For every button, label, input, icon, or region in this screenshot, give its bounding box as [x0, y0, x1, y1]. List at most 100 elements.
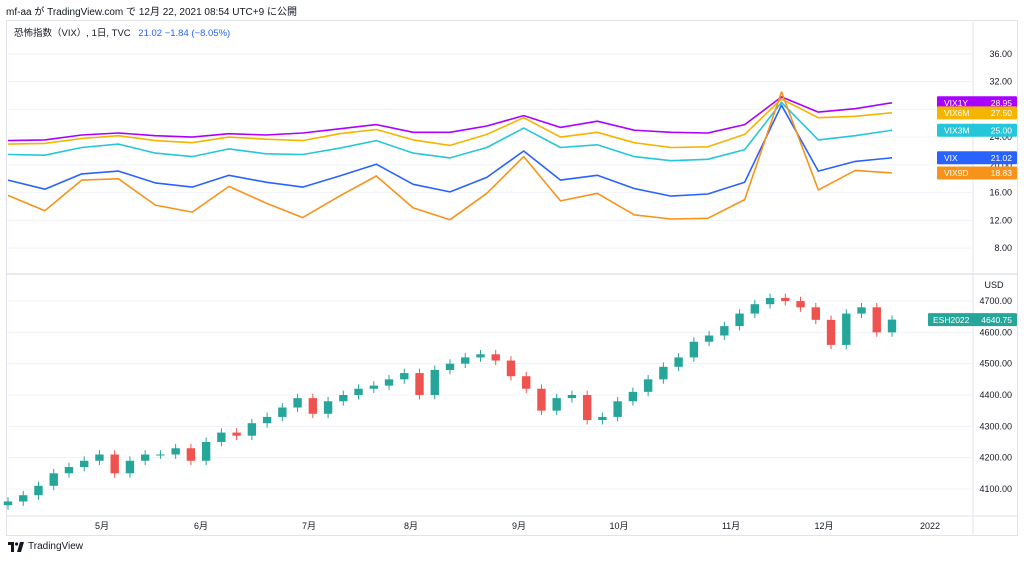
series-badge-vix9d[interactable]: VIX9D 18.83: [937, 166, 1017, 180]
candle[interactable]: [64, 462, 74, 478]
es-pane[interactable]: 4100.00 4200.00 4300.00 4400.00 4500.00 4600.…: [3, 293, 1017, 510]
candle[interactable]: [720, 321, 729, 340]
candle[interactable]: [522, 371, 531, 394]
candle[interactable]: [887, 315, 897, 337]
vix-pane[interactable]: 8.0012.0016.0020.0024.0028.0032.0036.00V…: [7, 49, 1017, 253]
series-line-vix3m[interactable]: [7, 101, 893, 162]
series-badge-bg: [937, 166, 1017, 180]
candle-body: [308, 398, 318, 414]
series-badge-vix3m[interactable]: VIX3M 25.00: [937, 123, 1017, 137]
candle[interactable]: [659, 362, 668, 384]
candle-body: [506, 360, 516, 377]
candle-body: [49, 473, 58, 486]
candle[interactable]: [735, 309, 744, 331]
candle[interactable]: [80, 456, 89, 472]
candle[interactable]: [613, 396, 622, 422]
candle[interactable]: [247, 418, 257, 441]
time-axis[interactable]: 5月 6月 7月 8月 9月 10月 11月 12月 2022: [95, 521, 940, 531]
candle[interactable]: [461, 353, 470, 369]
candle-body: [720, 326, 729, 336]
candle[interactable]: [384, 374, 394, 390]
candle[interactable]: [125, 456, 135, 478]
candle-body: [384, 379, 394, 386]
candle[interactable]: [95, 450, 104, 466]
candle-body: [750, 304, 760, 314]
candle[interactable]: [781, 293, 790, 306]
candle[interactable]: [491, 349, 500, 365]
candle[interactable]: [476, 349, 485, 362]
candle[interactable]: [217, 428, 226, 447]
series-line-vix1y[interactable]: [7, 96, 893, 142]
candle-body: [201, 441, 211, 461]
candle[interactable]: [262, 412, 272, 428]
candle[interactable]: [19, 490, 28, 506]
candle[interactable]: [765, 293, 775, 309]
tradingview-footer[interactable]: TradingView: [8, 541, 83, 552]
es-y-tick-label: 4700.00: [979, 296, 1012, 306]
candle[interactable]: [201, 437, 211, 466]
candle[interactable]: [156, 450, 165, 459]
candle-body: [95, 454, 104, 461]
tradingview-logo-icon: [8, 541, 24, 552]
candle[interactable]: [857, 302, 866, 318]
candle[interactable]: [369, 381, 378, 394]
series-badge-vix6m[interactable]: VIX6M 27.50: [937, 106, 1017, 120]
candle[interactable]: [643, 374, 653, 397]
candle[interactable]: [598, 412, 607, 425]
candle[interactable]: [140, 450, 150, 466]
candle-body: [522, 376, 531, 389]
candle[interactable]: [415, 368, 424, 400]
candle[interactable]: [110, 450, 119, 478]
candle[interactable]: [49, 468, 58, 491]
series-badge-value: 21.02: [991, 153, 1013, 163]
candle[interactable]: [826, 315, 836, 350]
candle-body: [567, 395, 577, 399]
candle[interactable]: [796, 296, 805, 312]
series-line-vix9d[interactable]: [7, 91, 893, 221]
series-badge-esh2022[interactable]: ESH2022 4640.75: [928, 313, 1017, 327]
candle[interactable]: [582, 390, 592, 425]
price-unit-label: USD: [984, 280, 1004, 290]
candle[interactable]: [354, 384, 363, 400]
candle[interactable]: [3, 497, 13, 510]
candle[interactable]: [689, 337, 699, 362]
candle-body: [64, 467, 74, 474]
series-badge-vix1y[interactable]: VIX1Y 28.95: [937, 96, 1017, 110]
candle-body: [643, 379, 653, 392]
candle[interactable]: [674, 353, 683, 372]
candle[interactable]: [506, 356, 516, 381]
candle[interactable]: [445, 359, 455, 375]
candle[interactable]: [293, 393, 302, 412]
es-y-tick-label: 4300.00: [979, 421, 1012, 431]
candle[interactable]: [232, 428, 241, 441]
candle[interactable]: [704, 331, 714, 347]
candle[interactable]: [339, 390, 348, 406]
candle[interactable]: [628, 387, 638, 406]
series-badge-value: 4640.75: [981, 315, 1012, 325]
candle[interactable]: [308, 393, 318, 419]
candle[interactable]: [34, 481, 43, 500]
candle[interactable]: [750, 299, 760, 318]
candle[interactable]: [400, 368, 409, 384]
candle[interactable]: [430, 365, 439, 400]
candle-body: [156, 454, 165, 456]
candle[interactable]: [872, 302, 881, 337]
candle[interactable]: [537, 384, 546, 416]
series-badge-vix[interactable]: VIX 21.02: [937, 151, 1017, 165]
candle-body: [887, 319, 897, 333]
candle[interactable]: [567, 390, 577, 403]
candle[interactable]: [811, 302, 820, 325]
candle[interactable]: [278, 403, 287, 422]
candle[interactable]: [186, 443, 196, 466]
series-badge-bg: [937, 151, 1017, 165]
series-line-vix[interactable]: [7, 104, 893, 197]
candle[interactable]: [323, 396, 333, 419]
candle-body: [476, 354, 485, 358]
candle-body: [278, 407, 287, 417]
candle[interactable]: [552, 393, 561, 416]
series-line-vix6m[interactable]: [7, 98, 893, 149]
candle[interactable]: [171, 443, 180, 459]
time-axis-label: 12月: [814, 521, 833, 531]
candle[interactable]: [842, 309, 851, 350]
